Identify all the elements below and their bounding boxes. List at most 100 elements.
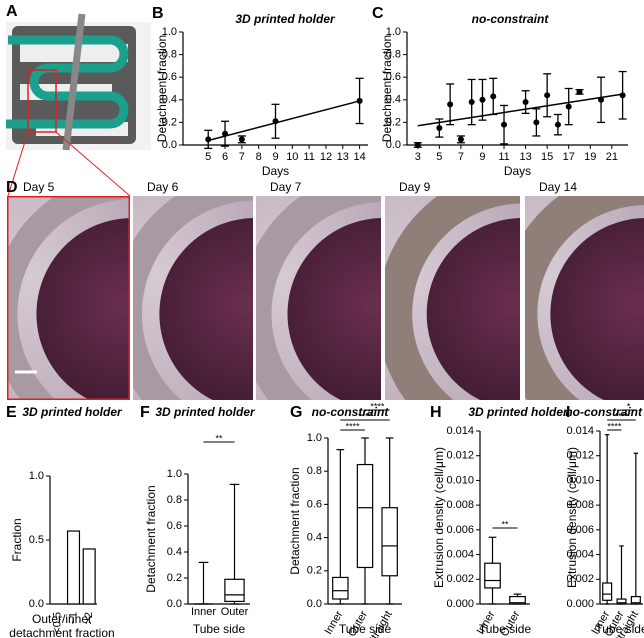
y-tick-label: 0.006	[566, 524, 594, 536]
y-tick-label: 0.012	[446, 450, 474, 462]
x-tick-label: >2	[83, 612, 95, 625]
chart-title: 3D printed holder	[22, 405, 123, 419]
micrograph	[133, 196, 253, 400]
box	[381, 507, 398, 577]
y-tick-label: 0.0	[307, 598, 322, 610]
micrograph	[385, 196, 520, 400]
y-axis-label: Detachment fraction	[380, 35, 394, 142]
y-tick-label: 0.6	[167, 520, 182, 532]
x-tick-label: 14	[353, 151, 365, 163]
x-axis-label: Tube side	[339, 622, 392, 636]
x-axis-label: Tube side	[479, 622, 532, 636]
x-tick-label: 12	[320, 151, 332, 163]
y-tick-label: 0.010	[566, 474, 594, 486]
x-axis-label: Tube side	[595, 622, 644, 636]
panel-letter: A	[6, 3, 18, 20]
y-tick-label: 0.8	[307, 465, 322, 477]
x-tick-label: 5	[436, 151, 442, 163]
x-tick-label: 11	[303, 151, 314, 163]
significance-label: ****	[346, 421, 361, 431]
y-tick-label: 1.0	[307, 432, 322, 444]
fit-line	[417, 93, 623, 127]
x-tick-label: 8	[256, 151, 262, 163]
micrograph	[256, 196, 381, 400]
day-label: Day 14	[539, 180, 577, 194]
panel-letter: I	[566, 404, 570, 421]
zoom-box	[27, 69, 57, 133]
organoid	[159, 218, 253, 400]
x-tick-label: 13	[519, 151, 531, 163]
organoid	[287, 218, 381, 400]
bar	[82, 548, 96, 605]
significance-label: *	[627, 401, 631, 411]
x-tick-label: 10	[286, 151, 298, 163]
x-tick-label: 6	[222, 151, 228, 163]
x-tick-label: Inner	[191, 606, 216, 618]
data-point	[533, 119, 540, 126]
micrographs: Day 5 Day 6 Day 7 Day 9 Day 14	[7, 180, 644, 400]
y-tick-label: 0.2	[162, 116, 177, 128]
x-axis-label: Days	[262, 164, 289, 178]
y-tick-label: 0.0	[386, 139, 401, 151]
x-tick-label: 19	[584, 151, 596, 163]
data-point	[479, 96, 486, 103]
y-tick-label: 0.6	[307, 498, 322, 510]
data-point	[468, 99, 475, 106]
y-tick-label: 1.0	[29, 470, 44, 482]
data-point	[554, 121, 561, 128]
y-tick-label: 1.0	[386, 26, 401, 38]
chart-title: 3D printed holder	[155, 405, 256, 419]
y-tick-label: 0.2	[307, 565, 322, 577]
x-tick-label: 15	[541, 151, 553, 163]
y-tick-label: 0.4	[386, 94, 401, 106]
zoom-line	[55, 131, 131, 197]
box	[616, 598, 627, 605]
data-point	[490, 93, 497, 100]
day-label: Day 7	[270, 180, 302, 194]
x-tick-label: ~1	[67, 612, 79, 625]
data-point	[544, 92, 551, 99]
chart-title: 3D printed holder	[235, 12, 336, 26]
tube	[6, 35, 129, 129]
y-tick-label: 0.0	[167, 598, 182, 610]
box	[332, 576, 349, 600]
x-tick-label: 3	[415, 151, 421, 163]
y-tick-label: 0.004	[566, 548, 594, 560]
data-point	[414, 142, 421, 148]
fit-line	[208, 100, 360, 142]
significance-label: ****	[370, 401, 385, 411]
box	[602, 582, 613, 601]
panel-letter: H	[430, 404, 442, 421]
y-axis-label: Extrusion density (cell/μm)	[432, 447, 446, 588]
x-tick-label: 17	[563, 151, 575, 163]
y-tick-label: 0.010	[446, 474, 474, 486]
x-tick-label: 21	[606, 151, 618, 163]
box	[484, 562, 501, 589]
y-tick-label: 1.0	[162, 26, 177, 38]
significance-label: ****	[358, 411, 373, 421]
y-tick-label: 0.4	[162, 94, 177, 106]
y-tick-label: 0.002	[446, 573, 474, 585]
y-tick-label: 0.6	[162, 71, 177, 83]
x-tick-label: 9	[272, 151, 278, 163]
zoom-line	[7, 131, 29, 197]
chart-title: no-constraint	[472, 12, 550, 26]
x-tick-label: 9	[479, 151, 485, 163]
organoid	[550, 218, 644, 400]
x-tick-label: 5	[205, 151, 211, 163]
y-tick-label: 0.6	[386, 71, 401, 83]
x-axis-label: Outer/inner	[32, 612, 92, 626]
chart-title: no-constraint	[312, 405, 390, 419]
y-tick-label: 0.008	[566, 499, 594, 511]
significance-label: ****	[607, 421, 622, 431]
panel-letter: D	[6, 179, 18, 196]
x-tick-label: 13	[337, 151, 349, 163]
y-axis-label: Extrusion density (cell/μm)	[565, 447, 579, 588]
bar	[66, 530, 81, 605]
chart-title: 3D printed holder	[468, 405, 569, 419]
panel-letter: E	[6, 404, 17, 421]
highlight-frame	[7, 196, 130, 400]
data-point	[457, 136, 464, 143]
y-tick-label: 0.002	[566, 573, 594, 585]
